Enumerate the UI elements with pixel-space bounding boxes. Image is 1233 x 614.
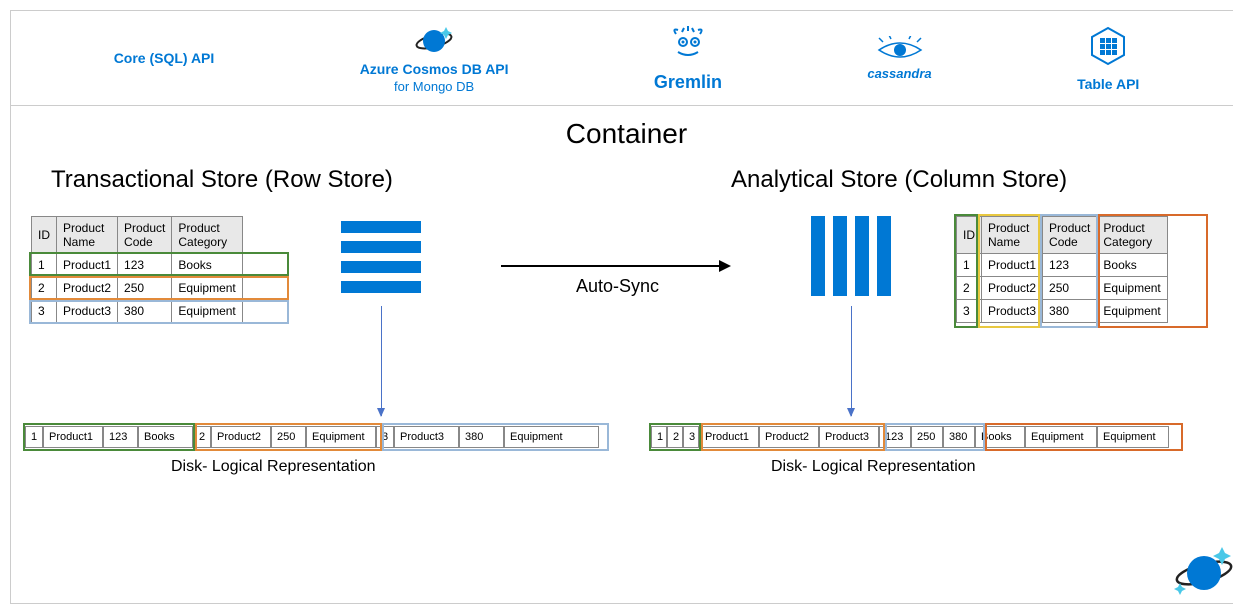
diagram-canvas: Core (SQL) API Azure Cosmos DB API for M… xyxy=(10,10,1233,604)
auto-sync-label: Auto-Sync xyxy=(576,276,659,297)
cassandra-eye-icon xyxy=(875,36,925,64)
table-row: 1Product1123Books xyxy=(957,254,1168,277)
column-store-table: ID Product Name Product Code Product Cat… xyxy=(956,216,1168,323)
th-name: Product Name xyxy=(982,217,1043,254)
auto-sync-arrow xyxy=(501,256,731,276)
cosmos-planet-icon xyxy=(1166,541,1233,597)
container-title: Container xyxy=(11,106,1233,150)
left-disk-row: 1 Product1 123 Books 2 Product2 250 Equi… xyxy=(25,426,599,448)
row-store-table: ID Product Name Product Code Product Cat… xyxy=(31,216,243,323)
api-label: Gremlin xyxy=(654,72,722,93)
left-down-arrow xyxy=(381,306,382,416)
right-down-arrow xyxy=(851,306,852,416)
table-row: 3Product3380Equipment xyxy=(32,300,243,323)
api-label: Azure Cosmos DB API xyxy=(360,61,509,77)
table-hex-icon xyxy=(1086,24,1130,68)
table-row: 2Product2250Equipment xyxy=(32,277,243,300)
th-id: ID xyxy=(957,217,982,254)
row-bars-icon xyxy=(341,221,421,293)
th-cat: Product Category xyxy=(172,217,242,254)
table-row: 3Product3380Equipment xyxy=(957,300,1168,323)
right-disk-row: 1 2 3 Product1 Product2 Product3 123 250… xyxy=(651,426,1169,448)
th-code: Product Code xyxy=(1043,217,1097,254)
left-disk-label: Disk- Logical Representation xyxy=(171,458,376,476)
api-topbar: Core (SQL) API Azure Cosmos DB API for M… xyxy=(11,11,1233,106)
th-code: Product Code xyxy=(118,217,172,254)
right-section-title: Analytical Store (Column Store) xyxy=(731,166,1067,194)
right-disk-label: Disk- Logical Representation xyxy=(771,458,976,476)
api-mongo: Azure Cosmos DB API for Mongo DB xyxy=(360,23,509,94)
th-cat: Product Category xyxy=(1097,217,1167,254)
th-name: Product Name xyxy=(57,217,118,254)
api-gremlin: Gremlin xyxy=(654,24,722,93)
table-header-row: ID Product Name Product Code Product Cat… xyxy=(957,217,1168,254)
table-row: 2Product2250Equipment xyxy=(957,277,1168,300)
left-section-title: Transactional Store (Row Store) xyxy=(51,166,393,194)
table-row: 1Product1123Books xyxy=(32,254,243,277)
main-area: Container Transactional Store (Row Store… xyxy=(11,106,1233,603)
th-id: ID xyxy=(32,217,57,254)
api-label: Table API xyxy=(1077,76,1139,92)
table-header-row: ID Product Name Product Code Product Cat… xyxy=(32,217,243,254)
api-core-sql: Core (SQL) API xyxy=(114,50,215,66)
column-bars-icon xyxy=(811,216,891,296)
cosmos-planet-icon xyxy=(412,23,456,59)
gremlin-icon xyxy=(668,24,708,64)
api-cassandra: cassandra xyxy=(867,36,931,81)
api-table: Table API xyxy=(1077,24,1139,92)
api-label-2: for Mongo DB xyxy=(394,79,474,94)
api-label: cassandra xyxy=(867,66,931,81)
api-label: Core (SQL) API xyxy=(114,50,215,66)
